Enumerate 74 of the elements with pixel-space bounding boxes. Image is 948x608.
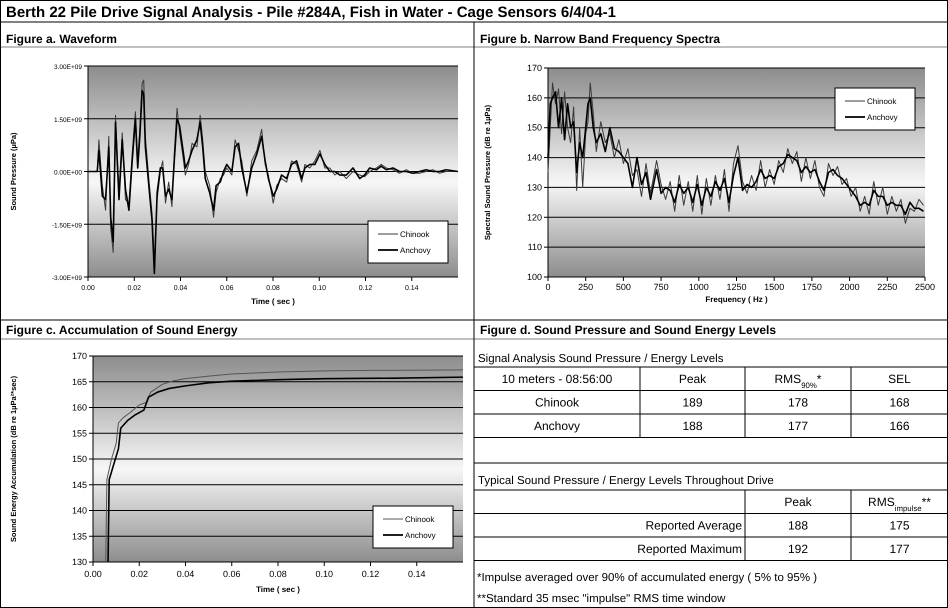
y-tick-label: 140 [72,506,87,516]
text: 166 [889,419,910,433]
text: 192 [788,542,808,556]
legend-label: Anchovy [867,113,898,122]
y-tick-label: 160 [526,92,542,103]
text: 168 [889,396,910,410]
text: 10 meters - 08:56:00 [502,372,613,386]
text: **Standard 35 msec "impulse" RMS time window [477,593,726,605]
x-axis-title: Time ( sec ) [251,297,296,306]
y-tick-label: 140 [526,152,542,163]
legend-label: Anchovy [405,531,436,540]
text: 188 [788,518,808,532]
y-tick-label: 155 [72,428,87,438]
y-tick-label: 170 [72,351,87,361]
y-tick-label: 120 [526,212,542,222]
legend-label: Chinook [405,515,436,524]
x-tick-label: 2250 [877,282,898,292]
chart-subtitle: Figure a. Waveform [6,32,117,46]
x-tick-label: 0.10 [315,569,334,579]
x-tick-label: 1000 [688,282,709,292]
y-tick-label: 100 [526,272,542,282]
text: Chinook [534,396,580,410]
text: 189 [682,396,703,410]
text: Peak [784,495,813,509]
text: 177 [788,419,808,433]
y-tick-label: 150 [72,454,87,464]
legend-label: Chinook [867,97,898,106]
x-tick-label: 0.14 [408,569,426,579]
text: RMS$_{impulse}$** [868,495,932,512]
text: Anchovy [534,419,580,433]
x-tick-label: 0.04 [176,569,194,579]
y-tick-label: 130 [72,557,87,567]
x-axis-title: Frequency ( Hz ) [705,295,768,304]
y-tick-label: 130 [526,182,542,192]
text: Reported Maximum [637,542,742,556]
legend-label: Chinook [400,230,430,239]
y-tick-label: 135 [72,531,87,542]
text: SEL [888,372,912,386]
x-tick-label: 0 [545,282,551,292]
y-tick-label: 165 [72,376,87,387]
legend-label: Anchovy [400,246,431,255]
text: Reported Average [645,518,742,532]
y-tick-label: 150 [526,122,542,133]
text: RMS$_{90%}$* [774,372,822,390]
text: Peak [678,372,708,386]
text: Typical Sound Pressure / Energy Levels Throughout Drive [478,475,774,487]
x-tick-label: 1500 [764,282,784,292]
text: 177 [889,542,910,556]
y-tick-label: 145 [72,480,87,490]
x-tick-label: 2500 [914,282,936,292]
y-tick-label: 160 [72,402,87,412]
text: Figure d. Sound Pressure and Sound Energy Levels [480,323,776,337]
x-tick-label: 0.02 [130,569,148,579]
x-tick-label: 0.00 [84,569,102,579]
text: 178 [788,396,808,410]
x-tick-label: 1750 [802,282,822,292]
x-tick-label: 0.08 [269,569,287,579]
chart-title: Figure c. Accumulation of Sound Energy [6,323,238,337]
x-tick-label: 0.06 [222,569,241,579]
text: *Impulse averaged over 90% of accumulated energy ( 5% to 95% ) [477,572,818,584]
text: 188 [682,419,703,433]
text: 175 [889,518,910,532]
x-tick-label: 500 [616,282,631,292]
x-tick-label: 2000 [840,282,860,292]
x-axis-title: Time ( sec ) [256,585,300,594]
text: Signal Analysis Sound Pressure / Energy Levels [478,353,724,365]
x-tick-label: 750 [654,282,669,292]
chart-title: Berth 22 Pile Drive Signal Analysis - Pile #284A, Fish in Water - Cage Sensors 6/4/04-1 [6,4,616,21]
x-tick-label: 0.12 [362,569,380,579]
chart-title: Figure b. Narrow Band Frequency Spectra [480,32,720,46]
x-tick-label: 250 [578,282,594,292]
y-tick-label: 110 [528,242,542,252]
y-tick-label: 170 [526,63,542,73]
x-tick-label: 1250 [726,282,747,292]
